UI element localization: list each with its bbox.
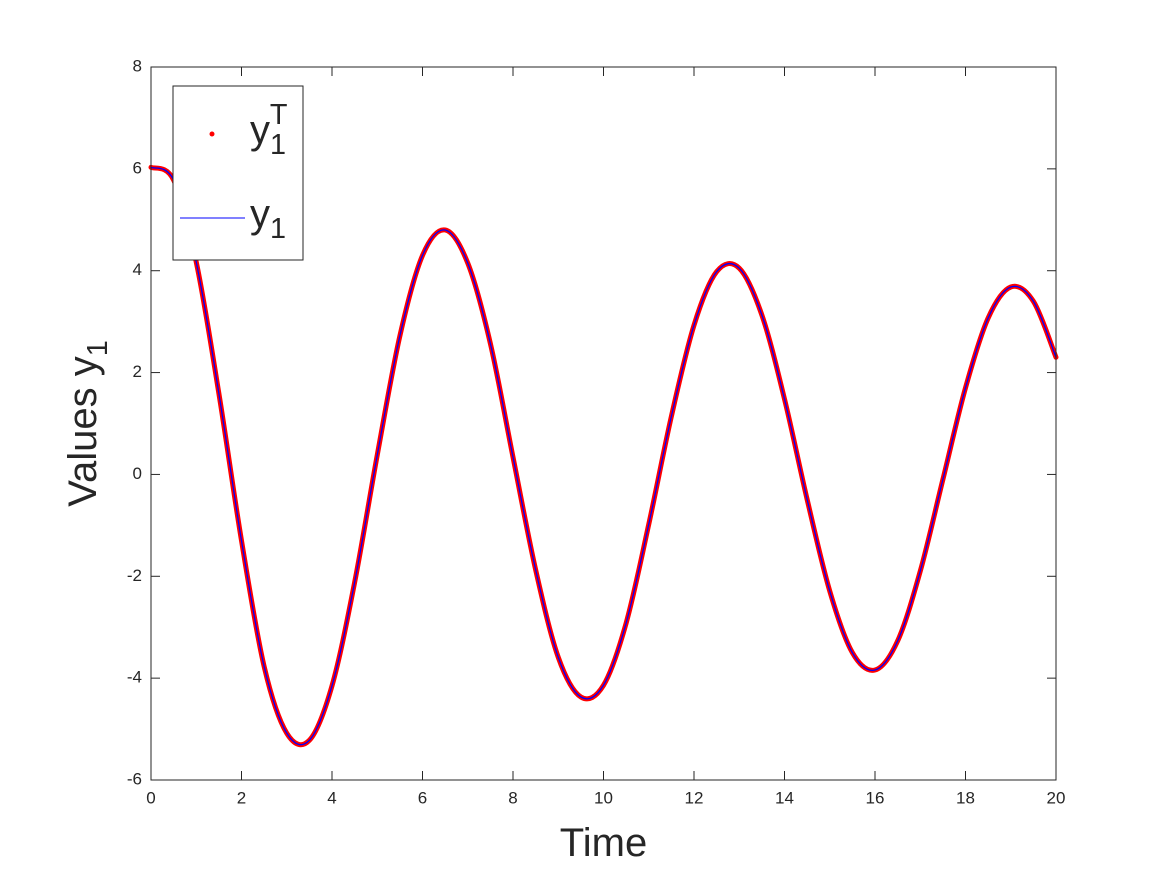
x-tick-label: 6 xyxy=(418,788,427,807)
x-tick-label: 16 xyxy=(866,788,885,807)
legend-label: y1T xyxy=(250,99,287,161)
axes-box xyxy=(150,66,1057,781)
x-tick-label: 18 xyxy=(956,788,975,807)
legend-box xyxy=(172,85,304,261)
y-tick-label: 8 xyxy=(133,56,142,75)
x-tick-label: 10 xyxy=(594,788,613,807)
x-axis-label: Time xyxy=(560,821,647,865)
x-tick-label: 12 xyxy=(685,788,704,807)
x-tick-label: 2 xyxy=(237,788,246,807)
y-tick-label: 6 xyxy=(133,158,142,177)
y-tick-label: -6 xyxy=(127,769,142,788)
x-tick-label: 4 xyxy=(327,788,336,807)
x-tick-label: 20 xyxy=(1047,788,1066,807)
legend-label: y1 xyxy=(250,192,286,245)
x-tick-label: 14 xyxy=(775,788,794,807)
y-tick-label: -4 xyxy=(127,668,142,687)
x-tick-label: 8 xyxy=(508,788,517,807)
y-axis-label: Values y1 xyxy=(61,340,114,506)
y-tick-label: -2 xyxy=(127,566,142,585)
line-series xyxy=(150,166,1057,746)
y-tick-label: 4 xyxy=(133,260,142,279)
y-tick-label: 0 xyxy=(133,464,142,483)
y-tick-label: 2 xyxy=(133,362,142,381)
legend-marker xyxy=(209,131,215,137)
x-tick-label: 0 xyxy=(146,788,155,807)
